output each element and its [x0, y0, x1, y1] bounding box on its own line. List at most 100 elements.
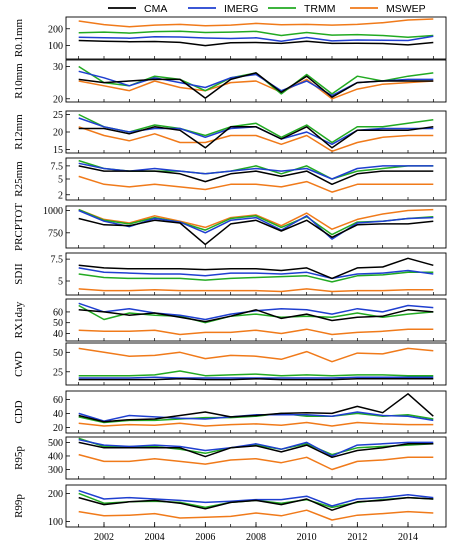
legend-label-mswep: MSWEP — [386, 3, 426, 15]
panel-prcptot: 750 1000 PRCPTOT — [13, 203, 447, 251]
shared-x-axis: 2002 2004 2006 2008 2010 2012 2014 — [94, 522, 418, 543]
legend-label-trmm: TRMM — [304, 3, 336, 15]
series-line-mswep — [78, 288, 434, 293]
series-line-cma — [78, 72, 434, 99]
series-line-imerg — [78, 302, 434, 321]
y-tick-label: 50 — [53, 348, 63, 359]
x-tick-label: 2010 — [297, 532, 317, 543]
series-line-mswep — [78, 175, 434, 193]
y-axis-label-rx1day: RX1day — [13, 301, 25, 338]
series-line-cma — [78, 378, 434, 381]
series-line-mswep — [78, 347, 434, 363]
panel-r12mm: 15 20 25 R12mm — [13, 110, 447, 156]
y-tick-label: 100 — [48, 41, 63, 52]
y-tick-label: 30 — [53, 62, 63, 73]
panel-cwd: 25 50 CWD — [13, 342, 447, 386]
series-line-mswep — [78, 328, 434, 336]
y-axis-label-prcptot: PRCPTOT — [13, 203, 25, 251]
series-line-trmm — [78, 113, 434, 144]
y-tick-label: 500 — [48, 438, 63, 449]
panel-frame — [65, 157, 447, 201]
series-line-mswep — [78, 78, 434, 100]
y-tick-label: 100 — [48, 517, 63, 528]
series-line-mswep — [78, 421, 434, 427]
y-tick-label: 400 — [48, 451, 63, 462]
y-axis-label-r10mm: R10mm — [13, 63, 25, 99]
y-tick-label: 40 — [53, 409, 63, 420]
y-tick-label: 750 — [48, 228, 63, 239]
series-line-trmm — [78, 30, 434, 38]
legend-label-cma: CMA — [144, 3, 167, 15]
y-axis-label-cwd: CWD — [13, 351, 25, 377]
y-tick-label: 50 — [53, 318, 63, 329]
series-line-imerg — [78, 35, 434, 42]
y-tick-label: 60 — [53, 307, 63, 318]
series-line-imerg — [78, 489, 434, 507]
y-tick-label: 7.5 — [51, 255, 64, 266]
series-line-imerg — [78, 376, 434, 379]
y-tick-label: 5 — [58, 277, 63, 288]
series-line-cma — [78, 393, 434, 423]
x-tick-label: 2008 — [246, 532, 266, 543]
y-tick-label: 15 — [53, 145, 63, 156]
y-axis-label-r0-1mm: R0.1mm — [13, 18, 25, 57]
y-tick-label: 2 — [58, 190, 63, 201]
series-line-cma — [78, 217, 434, 246]
y-tick-label: 25 — [53, 367, 63, 378]
y-tick-label: 20 — [53, 94, 63, 105]
y-axis-label-r99p: R99p — [13, 494, 25, 518]
y-axis-label-r95p: R95p — [13, 446, 25, 470]
chart-legend: CMA IMERG TRMM MSWEP — [108, 3, 426, 15]
series-line-trmm — [78, 271, 434, 283]
panel-r10mm: 20 30 R10mm — [13, 59, 447, 105]
y-axis-label-sdii: SDII — [13, 263, 25, 285]
series-line-imerg — [78, 267, 434, 280]
y-axis-label-r25mm: R25mm — [13, 161, 25, 197]
y-tick-label: 300 — [48, 465, 63, 476]
series-line-imerg — [78, 70, 434, 97]
series-line-cma — [78, 39, 434, 47]
legend-label-imerg: IMERG — [224, 3, 258, 15]
series-line-mswep — [78, 18, 434, 28]
panel-r95p: 300 400 500 R95p — [13, 436, 447, 480]
y-axis-label-cdd: CDD — [13, 400, 25, 423]
series-line-mswep — [78, 208, 434, 230]
panel-cdd: 20 40 60 CDD — [13, 390, 447, 434]
series-line-trmm — [78, 370, 434, 377]
x-tick-label: 2014 — [398, 532, 418, 543]
x-tick-label: 2002 — [94, 532, 114, 543]
y-tick-label: 40 — [53, 329, 63, 340]
series-line-cma — [78, 309, 434, 323]
series-line-cma — [78, 257, 434, 280]
panel-r25mm: 2 5 7.5 R25mm — [13, 157, 447, 201]
x-tick-label: 2012 — [347, 532, 367, 543]
y-tick-label: 200 — [48, 24, 63, 35]
y-axis-label-r12mm: R12mm — [13, 114, 25, 150]
y-tick-label: 200 — [48, 489, 63, 500]
panel-r99p: 100 200 R99p — [13, 484, 447, 528]
series-line-mswep — [78, 126, 434, 153]
y-tick-label: 5 — [58, 175, 63, 186]
series-line-trmm — [78, 304, 434, 324]
y-tick-label: 25 — [53, 110, 63, 121]
chart-panels: 100200R0.1mm2030R10mm152025R12mm257.5R25… — [13, 16, 447, 528]
x-tick-label: 2004 — [145, 532, 165, 543]
series-line-cma — [78, 496, 434, 511]
series-line-cma — [78, 126, 434, 149]
series-line-imerg — [78, 438, 434, 457]
y-tick-label: 7.5 — [51, 161, 64, 172]
series-line-trmm — [78, 159, 434, 180]
y-tick-label: 1000 — [43, 206, 63, 217]
panel-frame — [65, 205, 447, 249]
panel-frame — [65, 390, 447, 434]
series-line-mswep — [78, 509, 434, 521]
series-line-mswep — [78, 453, 434, 471]
series-line-imerg — [78, 162, 434, 180]
y-tick-label: 20 — [53, 423, 63, 434]
panel-r0-1mm: 100 200 R0.1mm — [13, 16, 447, 60]
panel-frame — [65, 298, 447, 342]
y-tick-label: 20 — [53, 128, 63, 139]
panel-frame — [65, 484, 447, 528]
